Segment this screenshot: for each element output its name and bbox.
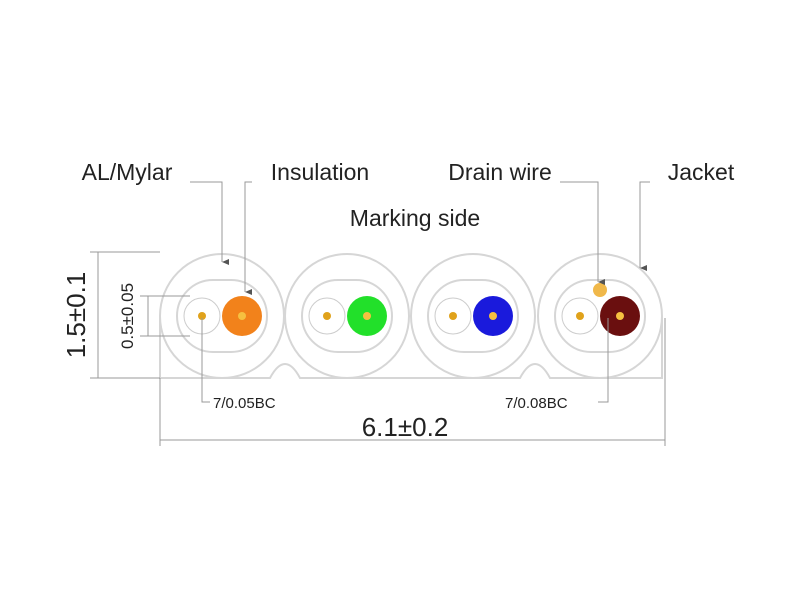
label-drain-wire: Drain wire [448, 159, 552, 185]
units [176, 279, 646, 353]
jacket-outline [159, 253, 663, 379]
dim-width: 6.1±0.2 [362, 412, 449, 442]
label-al-mylar: AL/Mylar [82, 159, 173, 185]
conductor-signal: 7/0.05BC [213, 395, 276, 412]
dim-thickness: 1.5±0.1 [61, 272, 91, 359]
dim-conductor: 0.5±0.05 [118, 283, 137, 349]
label-marking-side: Marking side [350, 205, 480, 231]
leaders [90, 181, 666, 446]
label-jacket: Jacket [668, 159, 735, 185]
label-insulation: Insulation [271, 159, 369, 185]
conductor-drain: 7/0.08BC [505, 395, 568, 412]
